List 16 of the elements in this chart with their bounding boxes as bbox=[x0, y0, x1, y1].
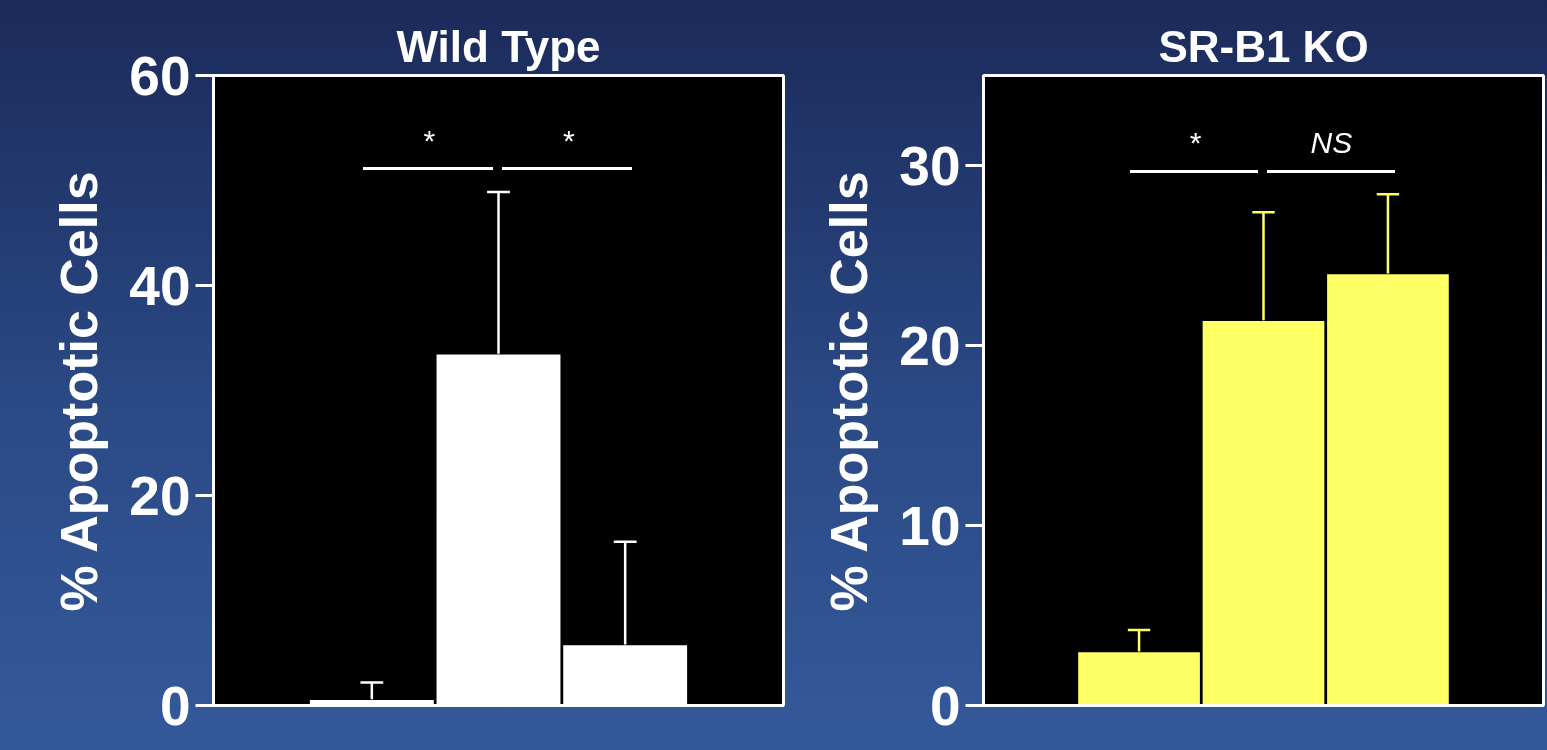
annotation: * bbox=[1188, 126, 1202, 160]
y-axis-title: % Apoptotic Cells bbox=[820, 171, 879, 612]
y-tick-label: 20 bbox=[899, 314, 961, 377]
y-tick-label: 40 bbox=[129, 254, 191, 317]
y-tick-label: 0 bbox=[159, 674, 191, 737]
annotation: NS bbox=[1310, 126, 1353, 160]
annotation: * bbox=[422, 123, 436, 157]
annotation: * bbox=[561, 123, 575, 157]
y-tick-label: 0 bbox=[929, 674, 961, 737]
y-tick-label: 60 bbox=[129, 44, 191, 107]
y-tick-label: 30 bbox=[899, 134, 961, 197]
y-axis-title: % Apoptotic Cells bbox=[50, 171, 109, 612]
chart-title: Wild Type bbox=[396, 21, 601, 71]
chart-title: SR-B1 KO bbox=[1158, 21, 1369, 71]
y-tick-label: 10 bbox=[899, 494, 961, 557]
y-tick-label: 20 bbox=[129, 464, 191, 527]
